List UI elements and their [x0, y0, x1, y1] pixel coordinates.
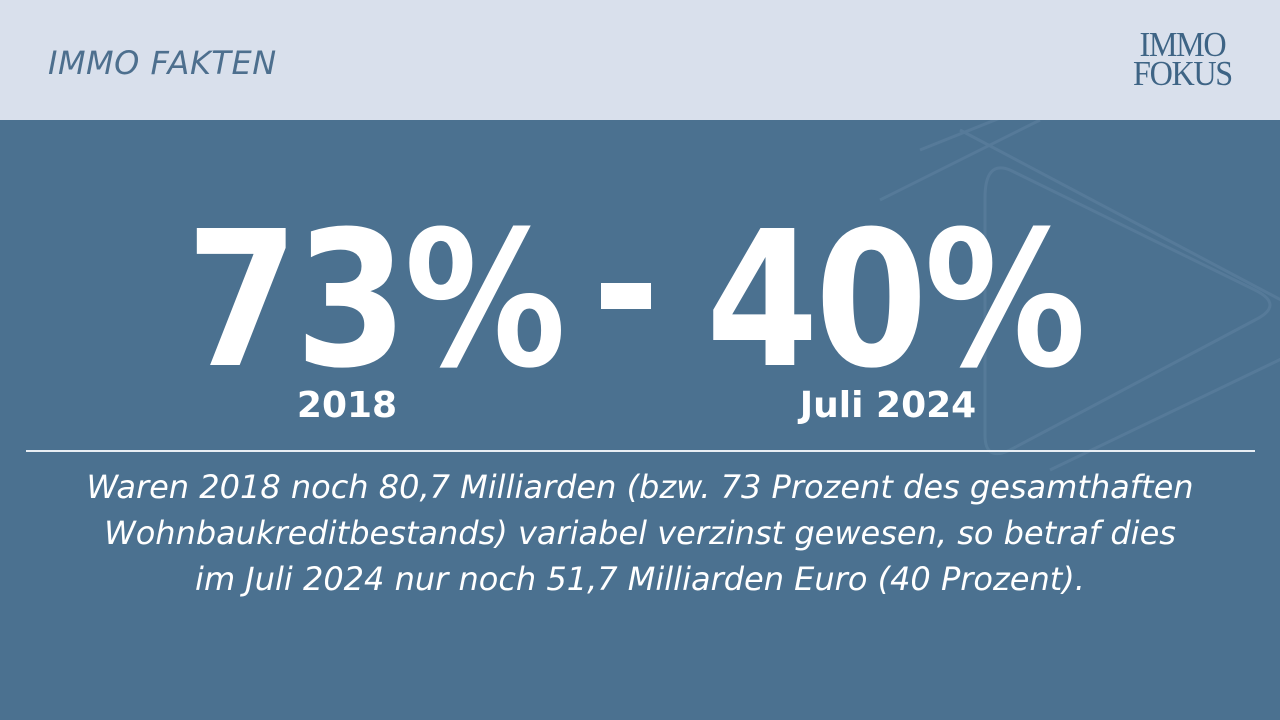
stat-value-2018: 73% — [186, 191, 566, 410]
content-area — [0, 120, 1280, 720]
logo-line-2: FOKUS — [1133, 54, 1233, 93]
background-decoration-icon — [879, 120, 1280, 472]
header-bar: IMMO FAKTEN IMMO FOKUS — [0, 0, 1280, 120]
stat-caption-2018: 2018 — [296, 385, 398, 426]
stat-caption-2024: Juli 2024 — [799, 385, 977, 426]
stat-separator-dash — [601, 283, 651, 309]
description-line-1: Waren 2018 noch 80,7 Milliarden (bzw. 73… — [86, 468, 1194, 506]
stat-value-2024: 40% — [706, 191, 1086, 410]
description-line-3: im Juli 2024 nur noch 51,7 Milliarden Eu… — [195, 560, 1085, 598]
logo-line-1: IMMO — [1139, 25, 1227, 64]
immo-fokus-logo: IMMO FOKUS — [1118, 25, 1247, 93]
description-text: Waren 2018 noch 80,7 Milliarden (bzw. 73… — [20, 464, 1260, 602]
divider-line — [26, 450, 1255, 452]
description-line-2: Wohnbaukreditbestands) variabel verzinst… — [104, 514, 1176, 552]
section-label: IMMO FAKTEN — [48, 44, 277, 82]
